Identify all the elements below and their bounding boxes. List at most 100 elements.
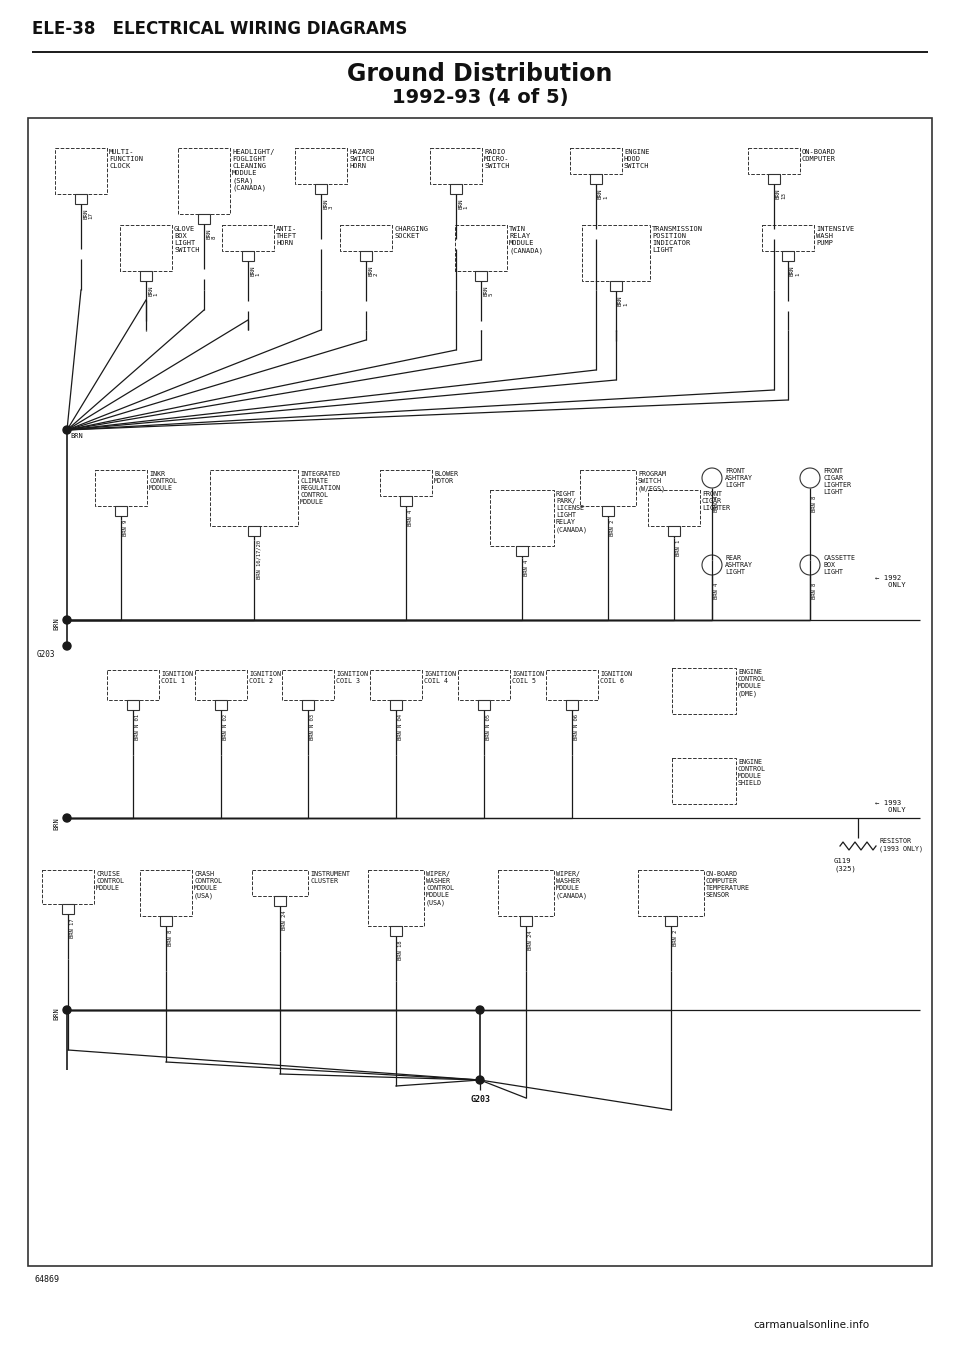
- Text: CASSETTE
BOX
LIGHT: CASSETTE BOX LIGHT: [823, 555, 855, 575]
- Text: BRN 16/17/20: BRN 16/17/20: [256, 540, 261, 579]
- Text: INTEGRATED
CLIMATE
REGULATION
CONTROL
MODULE: INTEGRATED CLIMATE REGULATION CONTROL MO…: [300, 471, 340, 505]
- Text: BRN N 01: BRN N 01: [135, 714, 140, 740]
- Text: G203: G203: [470, 1095, 490, 1105]
- Text: IGNITION
COIL 4: IGNITION COIL 4: [424, 670, 456, 684]
- Text: FRONT
ASHTRAY
LIGHT: FRONT ASHTRAY LIGHT: [725, 468, 753, 489]
- Bar: [768, 174, 780, 185]
- Bar: [672, 668, 736, 714]
- Bar: [140, 271, 152, 281]
- Bar: [360, 251, 372, 261]
- Bar: [248, 527, 260, 536]
- Text: MULTI-
FUNCTION
CLOCK: MULTI- FUNCTION CLOCK: [109, 149, 143, 170]
- Text: TRANSMISSION
POSITION
INDICATOR
LIGHT: TRANSMISSION POSITION INDICATOR LIGHT: [652, 227, 703, 252]
- Text: BRN 9: BRN 9: [123, 520, 128, 536]
- Circle shape: [476, 1006, 484, 1014]
- Text: BRN 4: BRN 4: [714, 497, 719, 512]
- Text: ENGINE
CONTROL
MODULE
(DME): ENGINE CONTROL MODULE (DME): [738, 669, 766, 696]
- Bar: [274, 896, 286, 906]
- Text: WIPER/
WASHER
MODULE
(CANADA): WIPER/ WASHER MODULE (CANADA): [556, 871, 588, 898]
- Text: BRN: BRN: [53, 617, 59, 630]
- Text: BRN
1: BRN 1: [618, 294, 629, 305]
- Bar: [665, 916, 677, 925]
- Bar: [566, 700, 578, 710]
- Text: BRN
3: BRN 3: [323, 198, 333, 209]
- Bar: [590, 174, 602, 185]
- Bar: [478, 700, 490, 710]
- Text: BRN 8: BRN 8: [168, 930, 173, 946]
- Text: BRN
1: BRN 1: [148, 285, 158, 296]
- Text: 1992-93 (4 of 5): 1992-93 (4 of 5): [392, 88, 568, 107]
- Text: BRN: BRN: [70, 433, 83, 440]
- Text: IGNITION
COIL 5: IGNITION COIL 5: [512, 670, 544, 684]
- Bar: [160, 916, 172, 925]
- Text: IGNITION
COIL 2: IGNITION COIL 2: [249, 670, 281, 684]
- Text: FRONT
CIGAR
LIGHTER: FRONT CIGAR LIGHTER: [702, 491, 730, 512]
- Bar: [42, 870, 94, 904]
- Text: REAR
ASHTRAY
LIGHT: REAR ASHTRAY LIGHT: [725, 555, 753, 575]
- Text: ENGINE
HOOD
SWITCH: ENGINE HOOD SWITCH: [624, 149, 650, 170]
- Bar: [400, 497, 412, 506]
- Text: BRN 24: BRN 24: [528, 930, 533, 950]
- Bar: [215, 700, 227, 710]
- Bar: [315, 185, 327, 194]
- Bar: [450, 185, 462, 194]
- Bar: [210, 470, 298, 527]
- Bar: [582, 225, 650, 281]
- Text: BRN 24: BRN 24: [282, 911, 287, 930]
- Bar: [546, 670, 598, 700]
- Text: BRN 8: BRN 8: [812, 497, 817, 512]
- Bar: [282, 670, 334, 700]
- Text: PROGRAM
SWITCH
(W/EGS): PROGRAM SWITCH (W/EGS): [638, 471, 666, 491]
- Bar: [638, 870, 704, 916]
- Text: BRN 17: BRN 17: [70, 917, 75, 938]
- Text: BRN
2: BRN 2: [368, 265, 378, 275]
- Circle shape: [476, 1076, 484, 1084]
- Bar: [455, 225, 507, 271]
- Text: ANTI-
THEFT
HORN: ANTI- THEFT HORN: [276, 227, 298, 246]
- Bar: [127, 700, 139, 710]
- Text: CRASH
CONTROL
MODULE
(USA): CRASH CONTROL MODULE (USA): [194, 871, 222, 898]
- Text: BRN 18: BRN 18: [398, 940, 403, 959]
- Bar: [340, 225, 392, 251]
- Bar: [602, 506, 614, 516]
- Text: BRN 4: BRN 4: [714, 584, 719, 600]
- Bar: [748, 148, 800, 174]
- Text: INTENSIVE
WASH
PUMP: INTENSIVE WASH PUMP: [816, 227, 854, 246]
- Bar: [390, 925, 402, 936]
- Bar: [28, 118, 932, 1266]
- Text: BRN: BRN: [53, 1007, 59, 1020]
- Bar: [368, 870, 424, 925]
- Text: RIGHT
PARK/
LICENSE
LIGHT
RELAY
(CANADA): RIGHT PARK/ LICENSE LIGHT RELAY (CANADA): [556, 491, 588, 532]
- Bar: [75, 194, 87, 204]
- Bar: [458, 670, 510, 700]
- Bar: [295, 148, 347, 185]
- Text: INSTRUMENT
CLUSTER: INSTRUMENT CLUSTER: [310, 871, 350, 883]
- Text: RADIO
MICRO-
SWITCH: RADIO MICRO- SWITCH: [484, 149, 510, 170]
- Bar: [672, 759, 736, 803]
- Bar: [762, 225, 814, 251]
- Text: BRN: BRN: [53, 817, 59, 830]
- Bar: [390, 700, 402, 710]
- Bar: [516, 546, 528, 556]
- Bar: [610, 281, 622, 290]
- Text: BRN
1: BRN 1: [458, 198, 468, 209]
- Text: HAZARD
SWITCH
HORN: HAZARD SWITCH HORN: [349, 149, 374, 170]
- Text: ELE-38   ELECTRICAL WIRING DIAGRAMS: ELE-38 ELECTRICAL WIRING DIAGRAMS: [32, 20, 407, 38]
- Text: BRN
1: BRN 1: [790, 265, 801, 275]
- Text: BRN
1: BRN 1: [598, 189, 609, 198]
- Text: G203: G203: [37, 650, 56, 660]
- Circle shape: [63, 616, 71, 624]
- Text: BRN
17: BRN 17: [83, 208, 93, 218]
- Text: HEADLIGHT/
FOGLIGHT
CLEANING
MODULE
(SRA)
(CANADA): HEADLIGHT/ FOGLIGHT CLEANING MODULE (SRA…: [232, 149, 275, 191]
- Bar: [195, 670, 247, 700]
- Bar: [570, 148, 622, 174]
- Text: Ground Distribution: Ground Distribution: [348, 62, 612, 85]
- Text: CRUISE
CONTROL
MODULE: CRUISE CONTROL MODULE: [96, 871, 124, 892]
- Text: BLOWER
MOTOR: BLOWER MOTOR: [434, 471, 458, 484]
- Text: BRN 2: BRN 2: [673, 930, 678, 946]
- Bar: [370, 670, 422, 700]
- Text: BRN N 02: BRN N 02: [223, 714, 228, 740]
- Bar: [120, 225, 172, 271]
- Text: BRN N 03: BRN N 03: [310, 714, 315, 740]
- Bar: [668, 527, 680, 536]
